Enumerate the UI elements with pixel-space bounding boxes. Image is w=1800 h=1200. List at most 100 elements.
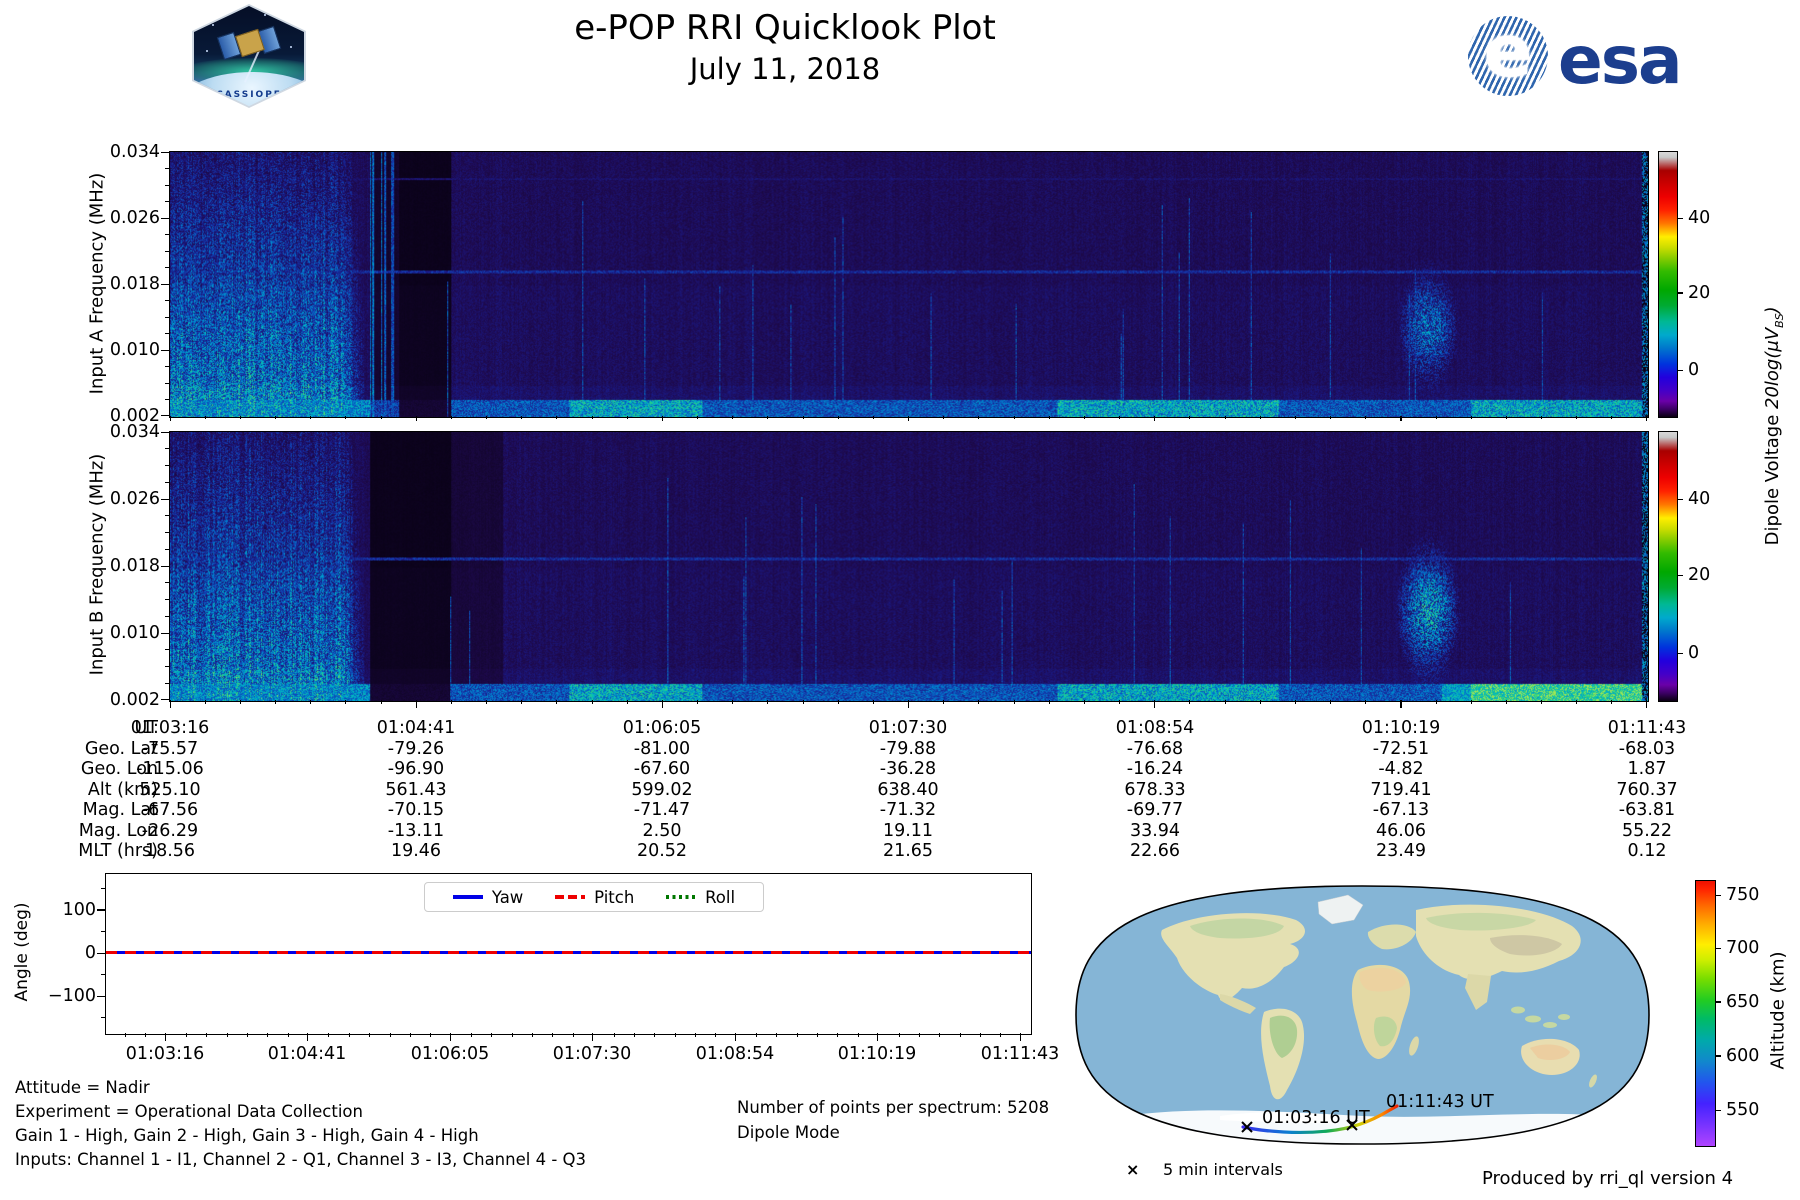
- tick-mark: [380, 700, 382, 704]
- tick-mark: [1505, 416, 1507, 419]
- altitude-tick: 550: [1726, 1100, 1760, 1120]
- tick-mark: [470, 1033, 472, 1037]
- tick-mark: [767, 700, 769, 704]
- eph-cell: 01:04:41: [376, 718, 456, 738]
- note-points: Number of points per spectrum: 5208: [737, 1098, 1050, 1117]
- eph-cell: -71.32: [879, 800, 937, 820]
- tick-mark: [328, 1033, 330, 1037]
- tick-mark: [1715, 1055, 1721, 1057]
- spectrogram-a-canvas: [170, 152, 1648, 417]
- note-experiment: Experiment = Operational Data Collection: [15, 1102, 363, 1121]
- tick-mark: [556, 416, 558, 419]
- tick-mark: [161, 349, 169, 351]
- altitude-colorbar: [1695, 880, 1716, 1147]
- tick-mark: [165, 481, 169, 483]
- tick-mark: [837, 416, 839, 419]
- angle-plot: Yaw Pitch Roll: [105, 873, 1032, 1035]
- angle-xtick: 01:03:16: [125, 1044, 205, 1064]
- map-outline: [1075, 885, 1650, 1145]
- tick-mark: [674, 1033, 676, 1037]
- note-mode: Dipole Mode: [737, 1123, 840, 1142]
- tick-mark: [756, 1033, 758, 1037]
- tick-mark: [1330, 416, 1331, 419]
- tick-mark: [124, 1033, 126, 1037]
- colorbar-label: Dipole Voltage 20log(μVBS): [1762, 176, 1786, 676]
- freq-tick: 0.026: [109, 489, 160, 509]
- tick-mark: [161, 283, 169, 285]
- cassiope-patch-label: CASSIOPE: [216, 90, 282, 100]
- tick-mark: [918, 1033, 920, 1037]
- tick-mark: [287, 1033, 289, 1037]
- tick-mark: [1013, 416, 1015, 419]
- eph-cell: -67.56: [141, 800, 199, 820]
- produced-by-text: Produced by rri_ql version 4: [1482, 1168, 1734, 1189]
- tick-mark: [239, 700, 241, 704]
- world-map: [1075, 885, 1650, 1145]
- freq-tick: 0.002: [109, 406, 160, 426]
- tick-mark: [1541, 700, 1542, 704]
- freq-tick: 0.018: [109, 556, 160, 576]
- tick-mark: [165, 532, 169, 533]
- tick-mark: [1119, 416, 1120, 419]
- tick-mark: [697, 416, 698, 419]
- angle-xtick: 01:04:41: [267, 1044, 347, 1064]
- colorbar-tick: 20: [1688, 565, 1711, 585]
- tick-mark: [101, 931, 105, 933]
- tick-mark: [275, 700, 276, 704]
- tick-mark: [1013, 700, 1015, 704]
- colorbar-label-close: ): [1762, 306, 1784, 314]
- tick-mark: [450, 700, 452, 704]
- tick-mark: [161, 699, 169, 701]
- freq-tick: 0.018: [109, 274, 160, 294]
- tick-mark: [486, 700, 487, 704]
- esa-ball-icon: e: [1468, 16, 1548, 96]
- eph-cell: -71.47: [633, 800, 691, 820]
- colorbar-a: [1658, 151, 1678, 418]
- tick-mark: [1048, 700, 1050, 704]
- tick-mark: [247, 1033, 249, 1037]
- roll-line-icon: [666, 895, 697, 899]
- tick-mark: [161, 432, 169, 434]
- tick-mark: [165, 465, 169, 466]
- tick-mark: [101, 1016, 105, 1018]
- tick-mark: [165, 382, 169, 384]
- colorbar-tick: 40: [1688, 208, 1711, 228]
- eph-cell: 525.10: [139, 780, 201, 800]
- tick-mark: [226, 1033, 228, 1037]
- tick-mark: [1470, 416, 1472, 419]
- colorbar-tick: 40: [1688, 489, 1711, 509]
- eph-cell: -4.82: [1378, 759, 1424, 779]
- tick-mark: [165, 201, 169, 202]
- track-end-label: 01:11:43 UT: [1386, 1092, 1494, 1112]
- note-gains: Gain 1 - High, Gain 2 - High, Gain 3 - H…: [15, 1126, 479, 1145]
- map-legend-text: 5 min intervals: [1163, 1160, 1283, 1179]
- tick-mark: [206, 1033, 208, 1037]
- tick-mark: [556, 700, 558, 704]
- tick-mark: [204, 416, 206, 419]
- tick-mark: [1646, 700, 1648, 708]
- ground-track: [1241, 1104, 1399, 1135]
- tick-mark: [1259, 700, 1261, 704]
- freq-tick: 0.026: [109, 208, 160, 228]
- eph-cell: 55.22: [1621, 821, 1673, 841]
- tick-mark: [165, 366, 169, 367]
- tick-mark: [1154, 700, 1156, 708]
- tick-mark: [165, 184, 169, 186]
- tick-mark: [978, 700, 980, 704]
- eph-row-label: Mag. Lat: [82, 800, 158, 820]
- eph-row-label: Alt (km): [87, 780, 158, 800]
- tick-mark: [415, 700, 417, 708]
- eph-cell: 2.50: [642, 821, 682, 841]
- eph-cell: 561.43: [385, 780, 447, 800]
- tick-mark: [1259, 416, 1261, 419]
- tick-mark: [1646, 416, 1648, 421]
- tick-mark: [275, 416, 276, 419]
- tick-mark: [715, 1033, 717, 1037]
- tick-mark: [491, 1033, 493, 1037]
- tick-mark: [165, 515, 169, 517]
- tick-mark: [369, 1033, 371, 1037]
- tick-mark: [165, 649, 169, 651]
- eph-cell: -69.77: [1126, 800, 1184, 820]
- tick-mark: [898, 1033, 900, 1037]
